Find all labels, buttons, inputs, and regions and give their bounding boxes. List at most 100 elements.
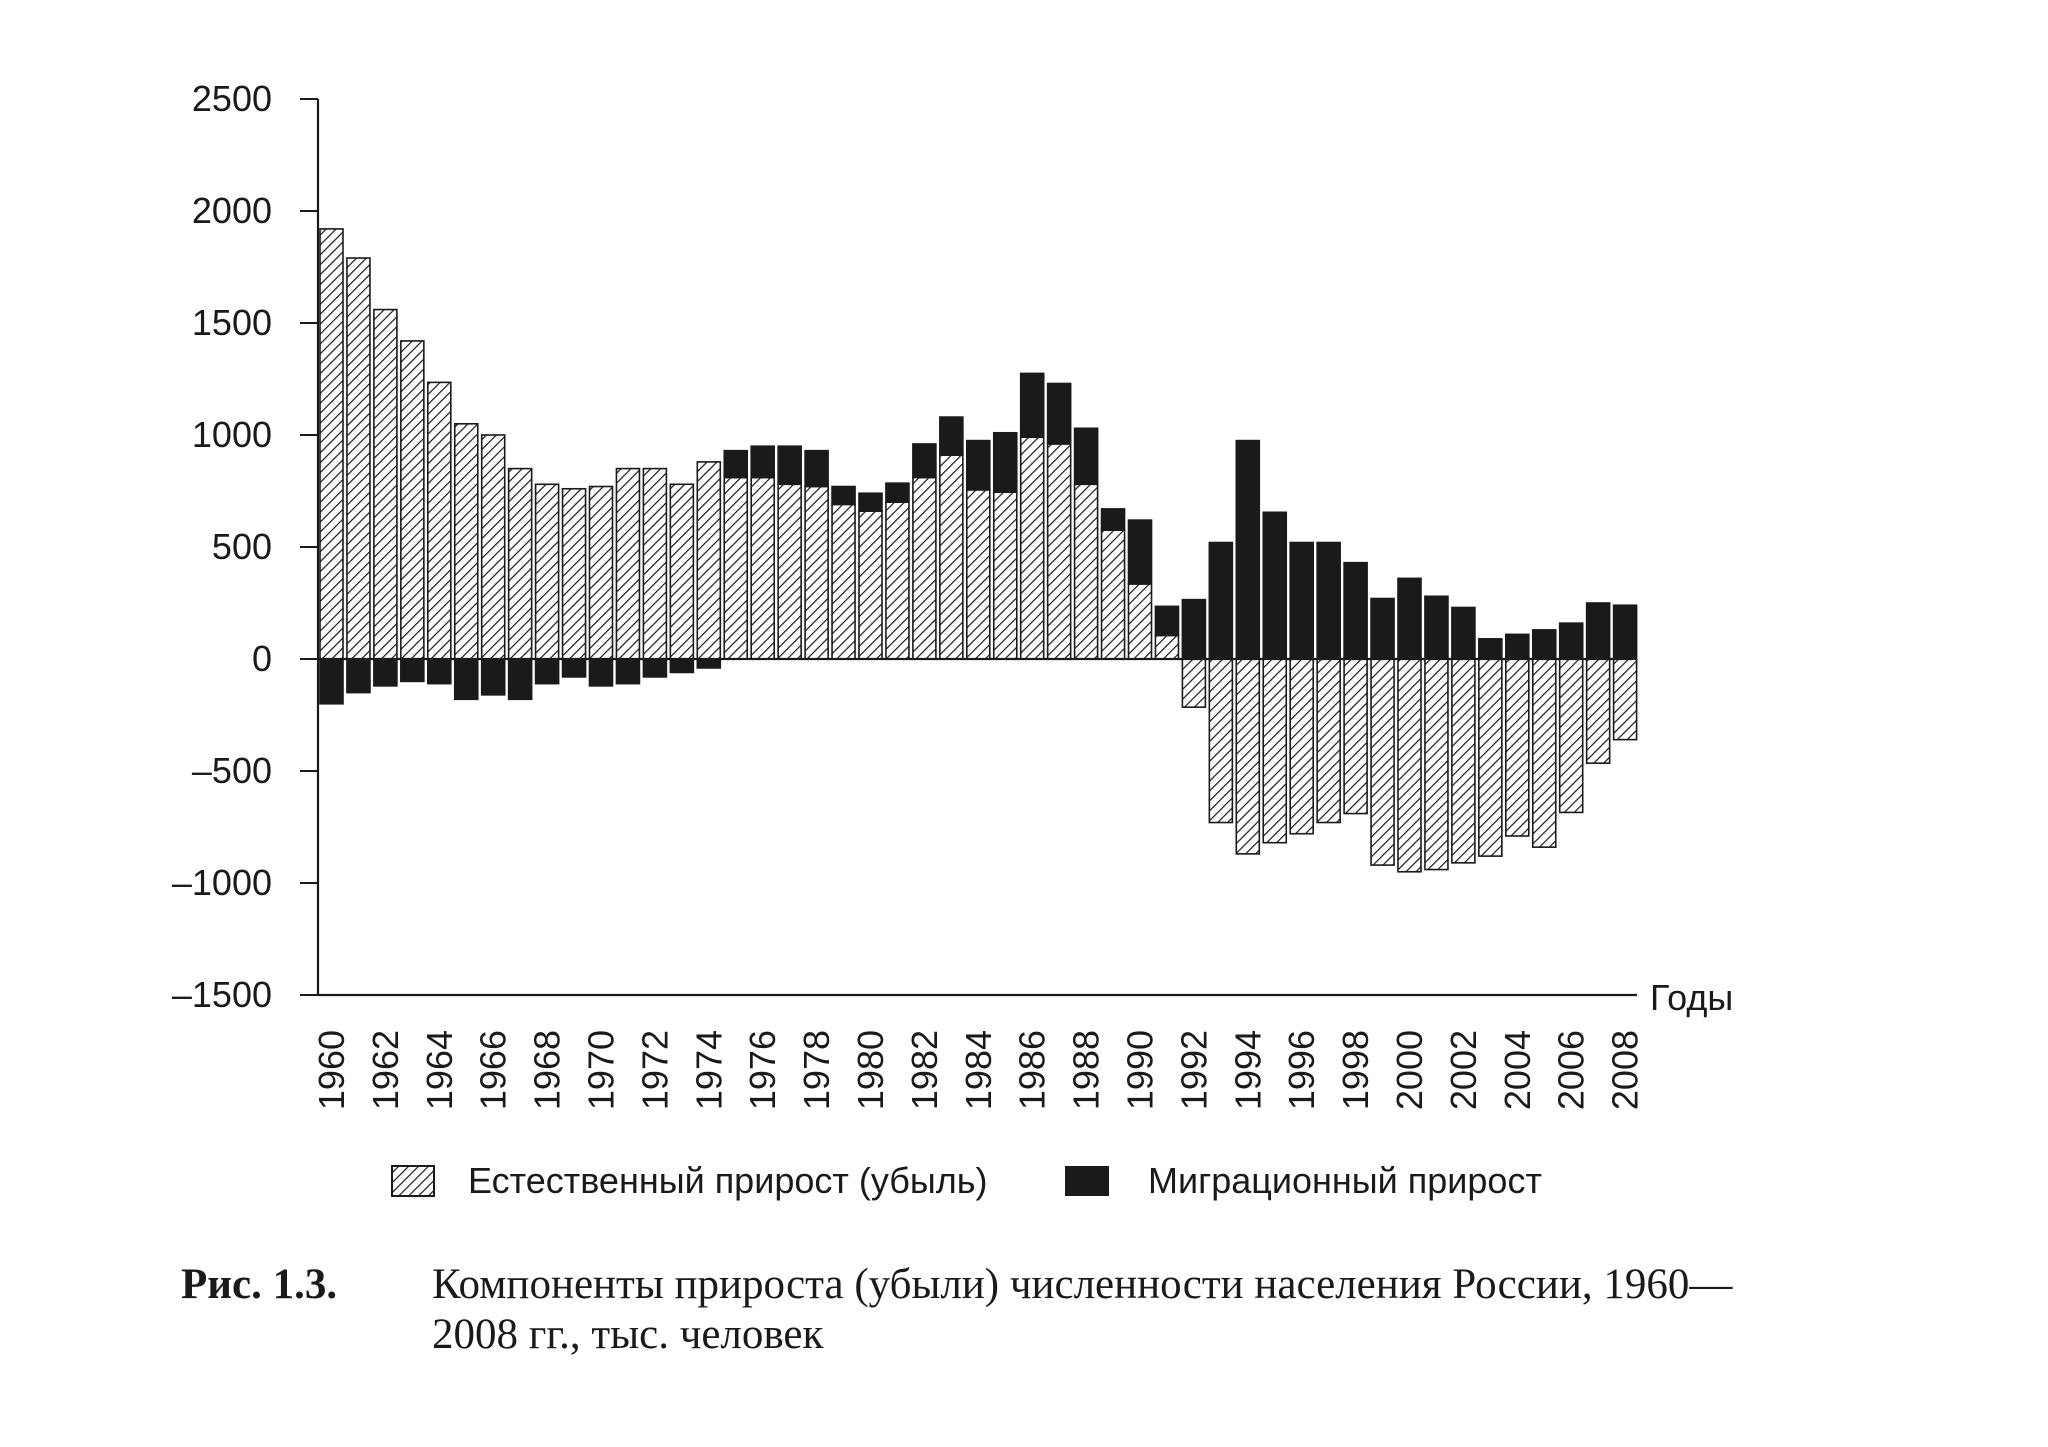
bar-natural-1973	[669, 483, 695, 660]
caption-text: Компоненты прироста (убыли) численности …	[432, 1261, 1733, 1358]
x-tick-label: 1962	[365, 1030, 406, 1110]
bar-migration-1968	[534, 658, 560, 685]
bar-natural-1994	[1235, 658, 1261, 855]
bar-migration-1961	[346, 658, 371, 694]
bar-migration-1985	[992, 431, 1018, 493]
bar-migration-1992	[1181, 598, 1207, 660]
bar-migration-1987	[1046, 382, 1072, 445]
x-tick-label: 1964	[419, 1030, 460, 1110]
bar-natural-1997	[1316, 658, 1341, 824]
bar-migration-1967	[507, 658, 533, 701]
bar-natural-1988	[1073, 483, 1099, 660]
bar-natural-1999	[1370, 658, 1395, 866]
bar-migration-1999	[1370, 597, 1395, 660]
bar-natural-1976	[750, 476, 776, 660]
legend-migration-label: Миграционный прирост	[1148, 1160, 1542, 1201]
x-tick-label: 1966	[473, 1030, 514, 1110]
bar-natural-1981	[885, 501, 910, 660]
y-tick-label: 2000	[192, 190, 272, 231]
x-tick-label: 2004	[1497, 1030, 1538, 1110]
legend-natural-swatch	[391, 1165, 435, 1197]
bar-migration-2000	[1397, 577, 1422, 660]
bar-natural-1983	[939, 454, 964, 660]
x-tick-label: 1984	[958, 1030, 999, 1110]
bar-migration-1986	[1019, 372, 1045, 439]
bar-migration-1964	[426, 658, 452, 685]
y-tick-label: 500	[212, 526, 272, 567]
legend-natural-label: Естественный прирост (убыль)	[468, 1160, 988, 1201]
x-tick-label: 1972	[634, 1030, 675, 1110]
legend-migration-swatch	[1065, 1166, 1109, 1196]
x-tick-label: 1978	[796, 1030, 837, 1110]
y-tick-label: –1500	[172, 974, 272, 1015]
y-tick-label: 0	[252, 638, 272, 679]
x-axis-label: Годы	[1650, 977, 1733, 1018]
bar-migration-1960	[319, 658, 344, 705]
y-axis-tick-labels: 2500 2000 1500 1000 500 0 –500 –1000 –1500	[172, 78, 272, 1015]
x-tick-label: 1980	[850, 1030, 891, 1110]
bar-natural-1982	[912, 476, 937, 660]
bar-natural-1993	[1208, 658, 1234, 824]
bar-migration-1973	[669, 658, 695, 674]
x-tick-label: 1968	[527, 1030, 568, 1110]
bar-natural-2003	[1478, 658, 1503, 857]
y-tick-label: 2500	[192, 78, 272, 119]
axes-layer	[300, 98, 1637, 997]
bar-migration-1971	[615, 658, 641, 685]
bar-natural-1985	[992, 491, 1018, 660]
bar-migration-1975	[723, 449, 749, 479]
bar-natural-1969	[561, 487, 587, 660]
bar-migration-1984	[965, 439, 991, 491]
bar-migration-1998	[1343, 561, 1368, 660]
bar-natural-2001	[1424, 658, 1449, 871]
y-tick-label: –1000	[172, 862, 272, 903]
bar-natural-1980	[858, 510, 883, 660]
bar-migration-2001	[1424, 595, 1449, 660]
bar-migration-2002	[1451, 606, 1476, 660]
bar-natural-1995	[1262, 658, 1288, 844]
bar-migration-1989	[1100, 508, 1126, 532]
bar-migration-1976	[750, 445, 776, 479]
x-tick-label: 1996	[1281, 1030, 1322, 1110]
x-tick-label: 1990	[1120, 1030, 1161, 1110]
bar-migration-1997	[1316, 541, 1341, 660]
bar-natural-1963	[400, 340, 425, 660]
bar-migration-2005	[1531, 629, 1557, 660]
bar-natural-1986	[1019, 436, 1045, 660]
bar-natural-1972	[642, 467, 668, 660]
bar-migration-2007	[1585, 602, 1611, 660]
bar-natural-1971	[615, 467, 641, 660]
bar-natural-1978	[804, 485, 829, 660]
bar-migration-1966	[480, 658, 506, 696]
bar-natural-1968	[534, 483, 560, 660]
y-tick-label: –500	[192, 750, 272, 791]
bar-migration-1963	[400, 658, 425, 683]
bar-migration-1983	[939, 416, 964, 456]
bar-migration-1974	[696, 658, 722, 669]
x-tick-label: 1998	[1335, 1030, 1376, 1110]
y-tick-label: 1000	[192, 414, 272, 455]
bar-natural-1961	[346, 257, 371, 660]
bar-natural-1966	[480, 434, 506, 660]
bar-migration-1972	[642, 658, 668, 678]
bar-natural-1977	[777, 483, 802, 660]
bar-migration-1981	[885, 482, 910, 504]
bar-natural-1991	[1154, 634, 1180, 660]
bar-natural-1998	[1343, 658, 1368, 815]
bar-migration-1991	[1154, 605, 1180, 637]
bar-migration-2004	[1505, 633, 1530, 660]
bar-natural-1965	[453, 422, 479, 660]
bar-migration-2003	[1478, 638, 1503, 660]
bar-migration-1996	[1289, 541, 1314, 660]
bar-migration-1988	[1073, 427, 1099, 486]
x-axis-tick-labels: 1960 1962 1964 1966 1968 1970 1972 1974 1976 1978…	[311, 1030, 1646, 1110]
bar-migration-1977	[777, 445, 802, 486]
bar-migration-2006	[1558, 622, 1584, 660]
bar-natural-1967	[507, 467, 533, 660]
x-tick-label: 1986	[1012, 1030, 1053, 1110]
bar-migration-1980	[858, 492, 883, 512]
bar-migration-1994	[1235, 439, 1261, 660]
x-tick-label: 2006	[1551, 1030, 1592, 1110]
bar-migration-1962	[373, 658, 398, 687]
bar-natural-1984	[965, 489, 991, 660]
